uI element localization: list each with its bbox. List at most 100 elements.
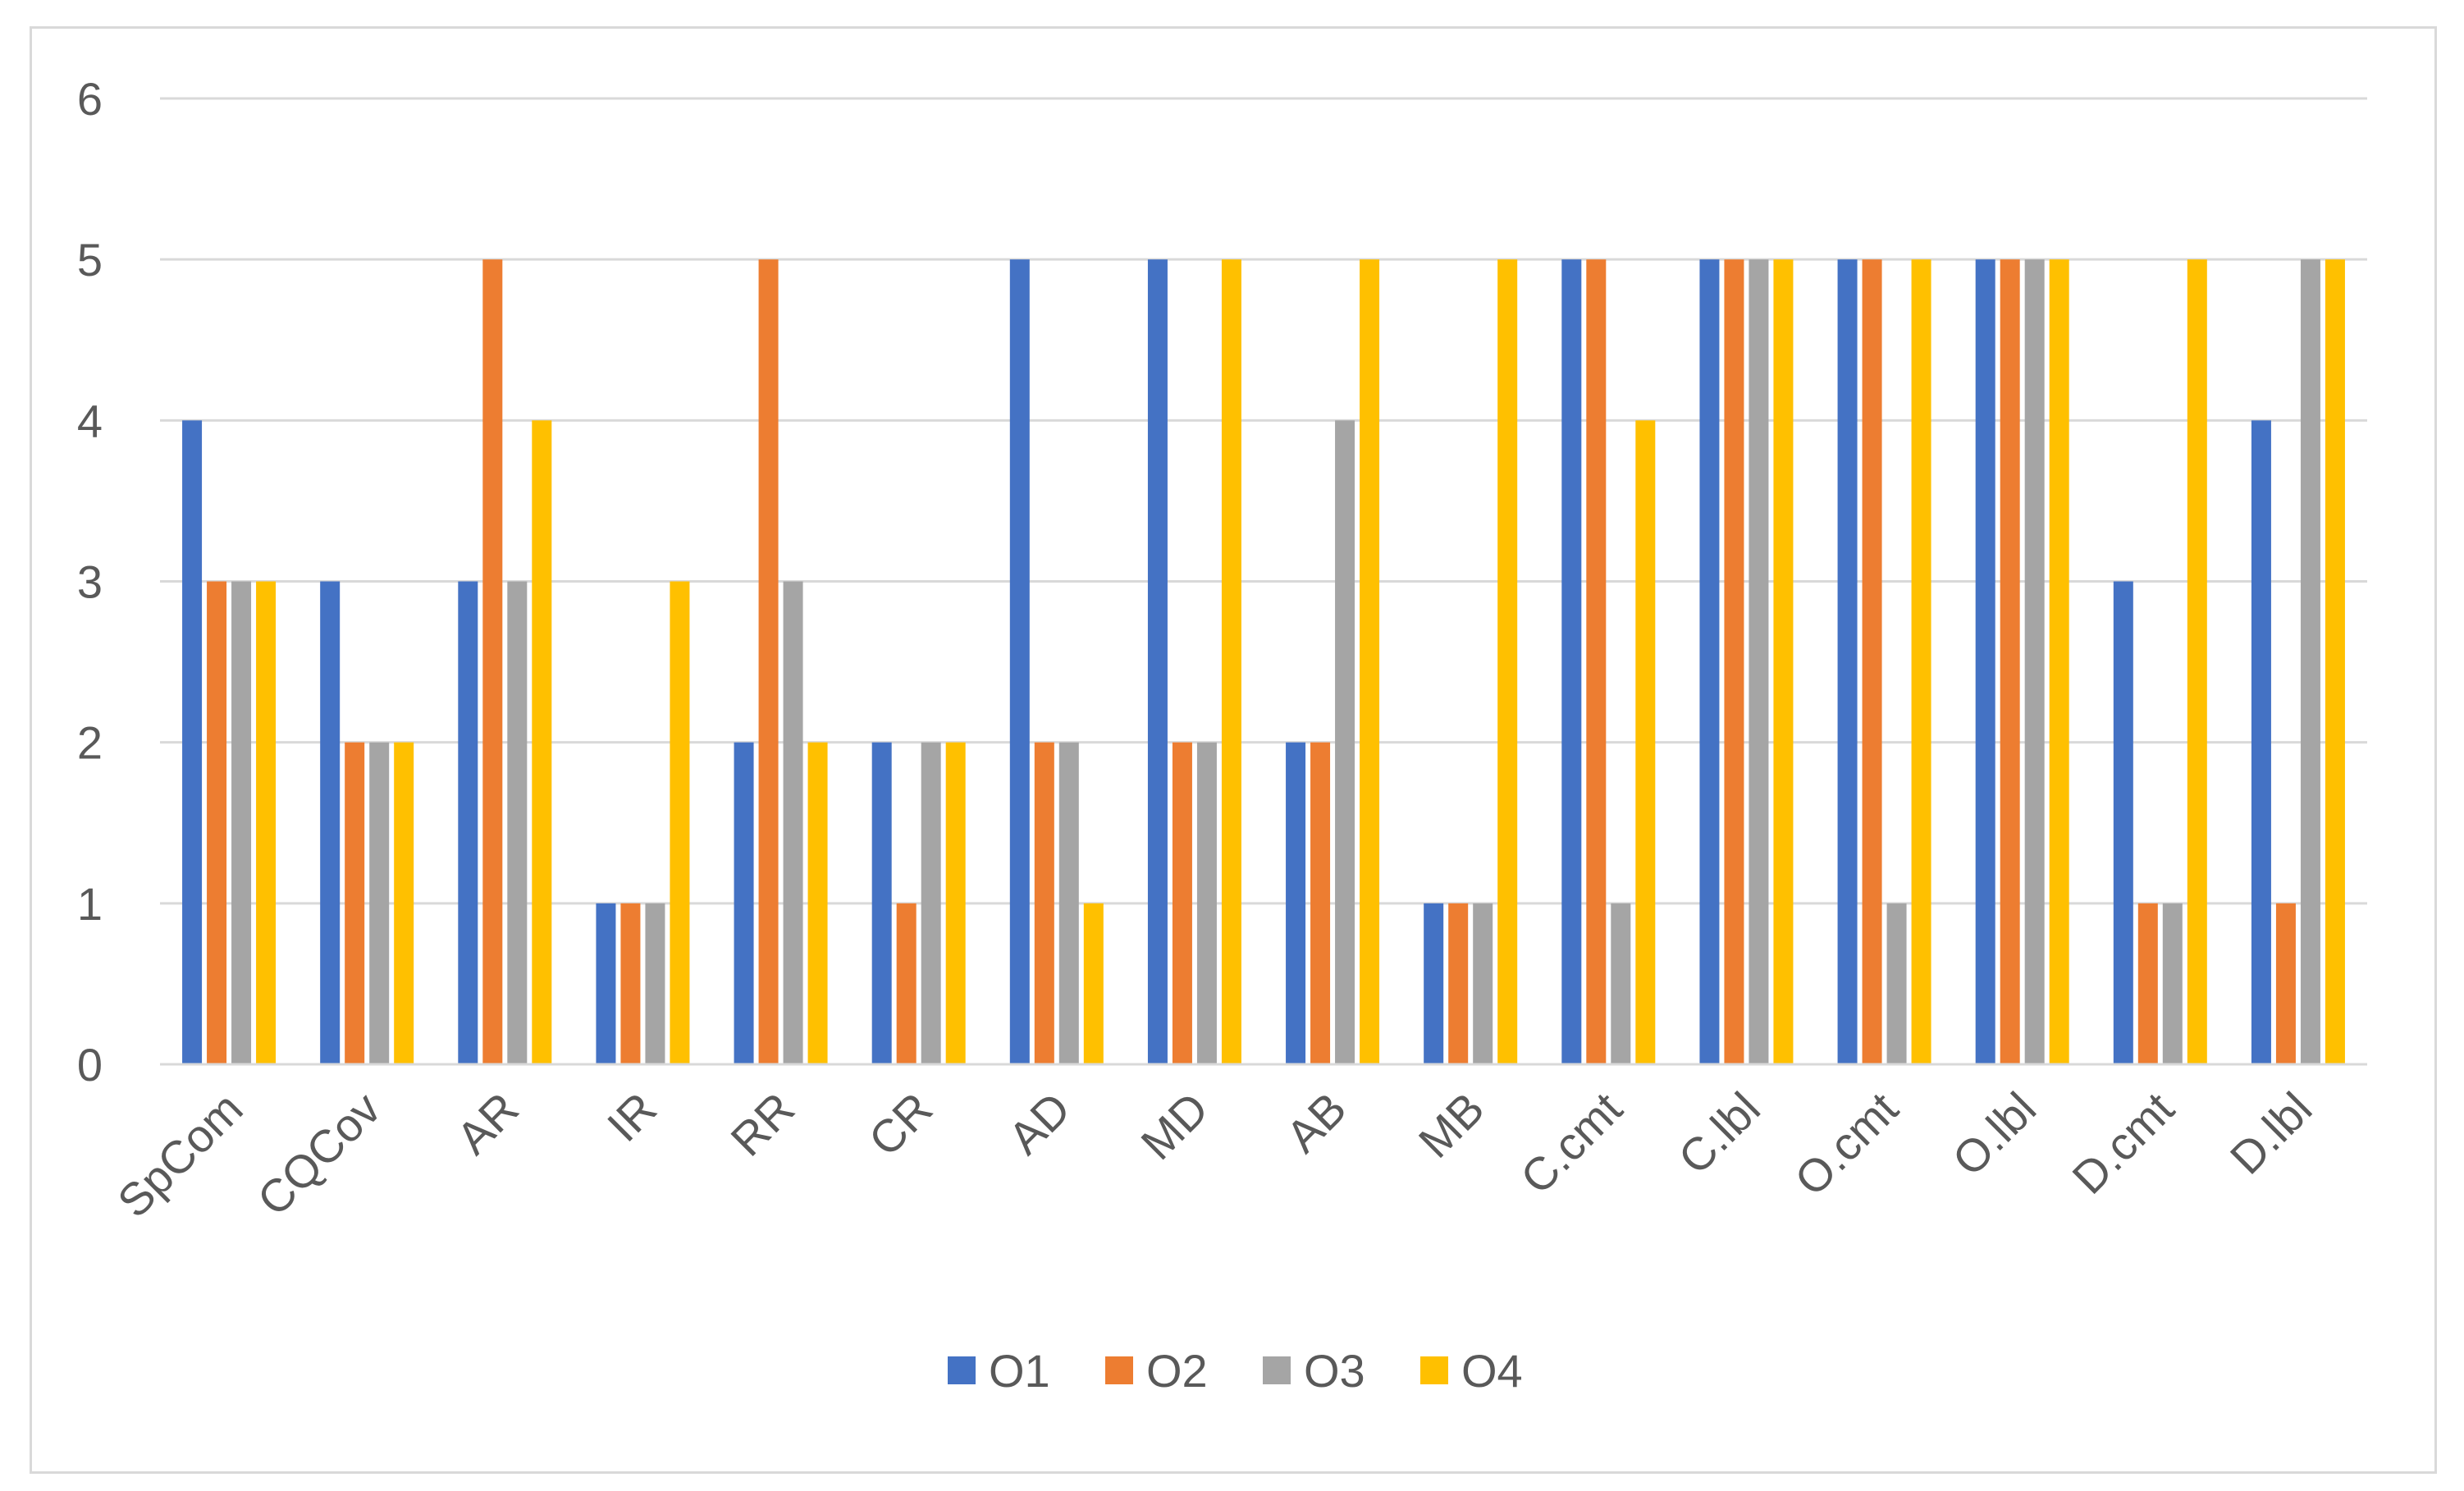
bar-o3-ar	[507, 581, 528, 1064]
bar-o3-rr	[783, 581, 803, 1064]
bars	[182, 259, 2345, 1065]
x-category-label: CQCov	[247, 1082, 390, 1225]
bar-o3-cr	[921, 742, 941, 1064]
bar-o1-md	[1147, 259, 1168, 1065]
x-category-label: IR	[597, 1082, 666, 1151]
bar-o4-d.lbl	[2325, 259, 2345, 1065]
bar-o4-spcom	[256, 581, 277, 1064]
bar-o1-cqcov	[320, 581, 341, 1064]
bar-o1-ab	[1286, 742, 1306, 1064]
x-category-label: D.lbl	[2220, 1082, 2322, 1184]
bar-o2-cr	[896, 903, 917, 1064]
legend-label-o3: O3	[1304, 1345, 1365, 1397]
y-tick-label: 5	[77, 234, 103, 286]
bar-o3-o.lbl	[2024, 259, 2045, 1065]
bar-o1-mb	[1424, 903, 1444, 1064]
bar-o3-d.lbl	[2300, 259, 2320, 1065]
bar-o2-ir	[620, 903, 641, 1064]
bar-o3-spcom	[231, 581, 252, 1064]
y-tick-label: 2	[77, 717, 103, 769]
bar-o4-d.cmt	[2187, 259, 2207, 1065]
bar-o2-cqcov	[345, 742, 365, 1064]
bar-o3-md	[1196, 742, 1217, 1064]
bar-o1-spcom	[182, 420, 203, 1064]
bar-o3-o.cmt	[1886, 903, 1907, 1064]
x-category-label: AB	[1276, 1082, 1355, 1162]
x-category-label: AD	[999, 1082, 1081, 1164]
bar-o1-rr	[734, 742, 754, 1064]
bar-o1-ir	[596, 903, 616, 1064]
legend-label-o1: O1	[989, 1345, 1050, 1397]
bar-o4-ab	[1360, 259, 1380, 1065]
gridlines	[160, 97, 2367, 905]
bar-o2-ab	[1310, 742, 1331, 1064]
bar-o1-c.cmt	[1561, 259, 1582, 1065]
bar-o4-cr	[945, 742, 966, 1064]
bar-o2-d.lbl	[2275, 903, 2296, 1064]
y-tick-label: 0	[77, 1039, 103, 1091]
x-category-label: C.lbl	[1668, 1082, 1770, 1184]
bar-o2-md	[1172, 742, 1192, 1064]
bar-o1-c.lbl	[1699, 259, 1720, 1065]
x-category-label: O.lbl	[1942, 1082, 2046, 1186]
x-category-label: AR	[446, 1082, 528, 1164]
bar-o2-c.cmt	[1586, 259, 1607, 1065]
bar-o2-ad	[1034, 742, 1054, 1064]
legend-swatch-o1	[948, 1356, 976, 1384]
bar-o2-o.lbl	[2000, 259, 2020, 1065]
bar-o2-spcom	[207, 581, 227, 1064]
y-axis-ticks: 0 1 2 3 4 5 6	[77, 73, 103, 1091]
legend: O1 O2 O3 O4	[948, 1345, 1523, 1397]
bar-o1-d.lbl	[2251, 420, 2271, 1064]
bar-o4-o.cmt	[1911, 259, 1931, 1065]
bar-o4-ad	[1083, 903, 1104, 1064]
bar-o3-ad	[1058, 742, 1079, 1064]
x-category-label: MB	[1409, 1082, 1494, 1168]
bar-o1-ad	[1009, 259, 1030, 1065]
x-category-label: SpCom	[107, 1082, 253, 1228]
bar-o2-o.cmt	[1862, 259, 1882, 1065]
bar-o2-ar	[482, 259, 503, 1065]
y-tick-label: 6	[77, 73, 103, 125]
bar-o4-o.lbl	[2049, 259, 2069, 1065]
bar-o3-mb	[1473, 903, 1493, 1064]
bar-o2-mb	[1448, 903, 1469, 1064]
bar-o1-ar	[458, 581, 478, 1064]
bar-o2-rr	[758, 259, 779, 1065]
legend-swatch-o2	[1105, 1356, 1133, 1384]
x-category-label: D.cmt	[2062, 1082, 2183, 1204]
y-tick-label: 1	[77, 878, 103, 930]
bar-o4-mb	[1497, 259, 1518, 1065]
bar-o2-d.cmt	[2137, 903, 2158, 1064]
bar-o4-c.cmt	[1635, 420, 1656, 1064]
bar-o3-cqcov	[369, 742, 390, 1064]
bar-o2-c.lbl	[1724, 259, 1744, 1065]
y-tick-label: 4	[77, 395, 103, 446]
y-tick-label: 3	[77, 556, 103, 608]
legend-swatch-o4	[1420, 1356, 1448, 1384]
legend-swatch-o3	[1263, 1356, 1291, 1384]
bar-o4-rr	[807, 742, 828, 1064]
bar-o4-cqcov	[394, 742, 414, 1064]
bar-o3-c.cmt	[1611, 903, 1631, 1064]
x-category-label: O.cmt	[1785, 1082, 1908, 1205]
bar-o1-cr	[871, 742, 892, 1064]
bar-o1-o.cmt	[1837, 259, 1858, 1065]
bar-o3-ab	[1335, 420, 1355, 1064]
bar-o3-c.lbl	[1749, 259, 1769, 1065]
x-category-label: MD	[1131, 1082, 1218, 1169]
bar-o4-ir	[670, 581, 690, 1064]
bar-o1-o.lbl	[1975, 259, 1995, 1065]
legend-label-o2: O2	[1146, 1345, 1208, 1397]
bar-o4-c.lbl	[1773, 259, 1794, 1065]
legend-label-o4: O4	[1461, 1345, 1523, 1397]
bar-o3-d.cmt	[2162, 903, 2183, 1064]
bar-o4-md	[1221, 259, 1241, 1065]
x-category-label: CR	[858, 1082, 942, 1166]
x-category-label: C.cmt	[1511, 1082, 1632, 1204]
x-category-label: RR	[720, 1082, 804, 1166]
bar-o1-d.cmt	[2113, 581, 2133, 1064]
bar-o4-ar	[532, 420, 552, 1064]
